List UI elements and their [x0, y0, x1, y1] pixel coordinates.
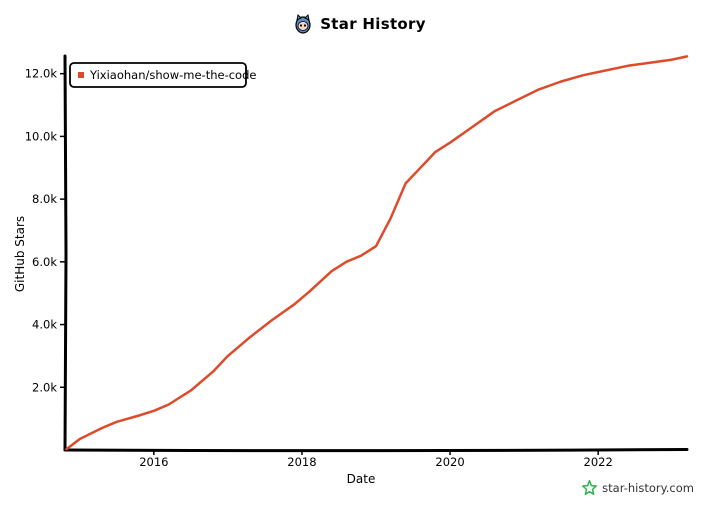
legend: Yixiaohan/show-me-the-code — [69, 62, 256, 88]
octocat-icon — [295, 14, 311, 34]
brand-link[interactable]: star-history.com — [582, 480, 694, 495]
x-axis-title: Date — [347, 472, 376, 486]
legend-label: Yixiaohan/show-me-the-code — [89, 68, 256, 82]
y-tick-label: 8.0k — [32, 192, 57, 206]
x-axis-line — [63, 448, 689, 453]
x-tick-label: 2022 — [584, 455, 613, 469]
y-tick-label: 2.0k — [32, 380, 57, 394]
x-tick-label: 2020 — [435, 455, 464, 469]
brand-label: star-history.com — [602, 480, 694, 495]
star-logo-icon — [582, 480, 598, 495]
y-axis-line — [63, 54, 68, 452]
y-tick-label: 4.0k — [32, 318, 57, 332]
y-tick-label: 10.0k — [25, 129, 58, 143]
series-line — [65, 55, 689, 451]
legend-swatch — [78, 72, 84, 78]
y-tick-label: 6.0k — [32, 255, 57, 269]
x-tick-label: 2016 — [139, 455, 168, 469]
chart-title: Star History — [320, 15, 426, 33]
x-tick-label: 2018 — [287, 455, 316, 469]
legend-box — [69, 62, 247, 88]
chart-header: Star History — [0, 14, 720, 34]
y-tick-label: 12.0k — [25, 67, 58, 81]
y-axis-title: GitHub Stars — [13, 216, 27, 292]
